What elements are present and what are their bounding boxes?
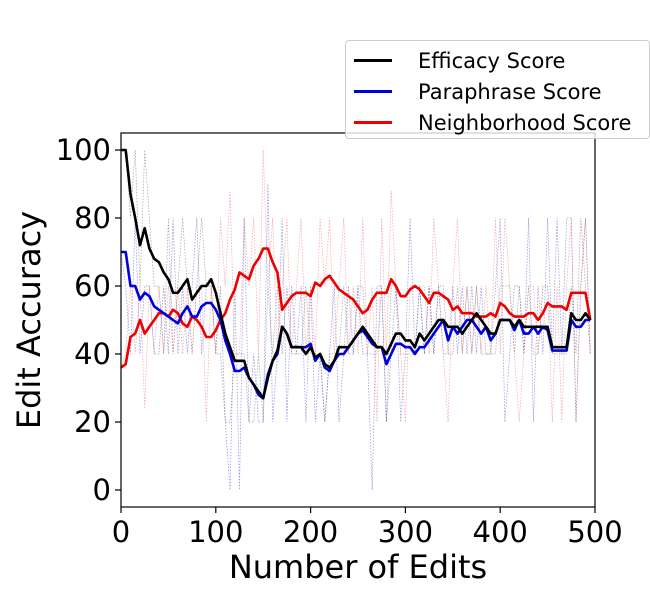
raw-series-line-1 xyxy=(120,183,591,491)
raw-series-layer xyxy=(120,149,591,491)
y-tick-label: 100 xyxy=(56,133,111,167)
plot-frame xyxy=(120,132,596,508)
legend-label-neighborhood: Neighborhood Score xyxy=(418,110,632,135)
y-tick-label: 20 xyxy=(74,405,111,439)
raw-series-line-2 xyxy=(120,149,591,423)
legend-swatch-paraphrase xyxy=(354,90,392,93)
y-tick-label: 60 xyxy=(74,269,111,303)
y-tick-label: 40 xyxy=(74,337,111,371)
raw-series-line-0 xyxy=(121,149,591,423)
legend-item-neighborhood: Neighborhood Score xyxy=(354,107,649,138)
legend-item-efficacy: Efficacy Score xyxy=(354,45,649,76)
y-tick-label: 80 xyxy=(74,201,111,235)
x-tick-label: 0 xyxy=(112,515,130,549)
x-tick-label: 100 xyxy=(188,515,243,549)
legend-label-efficacy: Efficacy Score xyxy=(418,48,566,73)
series-line-2 xyxy=(120,247,592,369)
x-tick-label: 400 xyxy=(473,515,528,549)
x-tick-label: 300 xyxy=(378,515,433,549)
legend-swatch-efficacy xyxy=(354,59,392,62)
legend: Efficacy Score Paraphrase Score Neighbor… xyxy=(345,40,650,139)
x-axis-ticks: 0 100 200 300 400 500 xyxy=(112,507,623,549)
x-axis-label: Number of Edits xyxy=(229,548,487,586)
series-line-0 xyxy=(121,148,592,400)
series-line-1 xyxy=(121,250,591,400)
legend-item-paraphrase: Paraphrase Score xyxy=(354,76,649,107)
legend-swatch-neighborhood xyxy=(354,121,392,124)
y-tick-label: 0 xyxy=(93,473,111,507)
smoothed-series-layer xyxy=(120,148,592,400)
x-tick-label: 200 xyxy=(283,515,338,549)
y-axis-label: Edit Accuracy xyxy=(10,211,48,429)
x-tick-label: 500 xyxy=(567,515,622,549)
y-axis-ticks: 0 20 40 60 80 100 xyxy=(56,133,121,507)
legend-label-paraphrase: Paraphrase Score xyxy=(418,79,602,104)
